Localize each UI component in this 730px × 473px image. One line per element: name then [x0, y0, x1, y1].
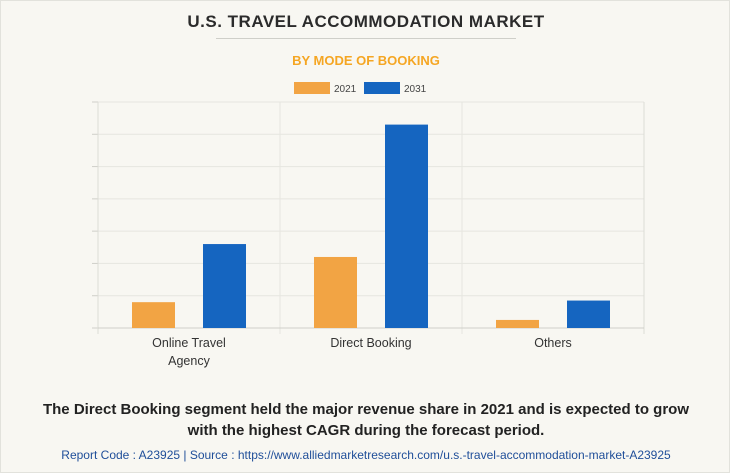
x-tick-label: Others [534, 336, 572, 350]
x-tick-label: Agency [168, 354, 210, 368]
bar-2021 [314, 256, 357, 328]
bar-2031 [203, 244, 246, 328]
chart-title: U.S. TRAVEL ACCOMMODATION MARKET [187, 12, 545, 31]
bars [132, 124, 610, 328]
legend-swatch-2031 [364, 82, 400, 94]
bar-2021 [496, 319, 539, 328]
title-divider [216, 38, 516, 39]
x-axis-labels: Online Travel Agency Direct Booking Others [152, 336, 572, 368]
caption-line-1: The Direct Booking segment held the majo… [42, 401, 689, 418]
bar-2031 [567, 300, 610, 328]
legend-label-2021: 2021 [334, 84, 357, 95]
legend: 2021 2031 [294, 82, 427, 95]
grid-lines [92, 101, 645, 334]
bar-2031 [385, 124, 428, 328]
legend-swatch-2021 [294, 82, 330, 94]
bar-2021 [132, 302, 175, 328]
source-footer: Report Code : A23925 | Source : https://… [61, 448, 671, 462]
legend-label-2031: 2031 [404, 84, 427, 95]
chart-subtitle: BY MODE OF BOOKING [292, 53, 440, 68]
x-tick-label: Online Travel [152, 336, 226, 350]
caption-line-2: with the highest CAGR during the forecas… [187, 422, 545, 439]
x-tick-label: Direct Booking [330, 336, 411, 350]
caption: The Direct Booking segment held the majo… [1, 399, 730, 441]
